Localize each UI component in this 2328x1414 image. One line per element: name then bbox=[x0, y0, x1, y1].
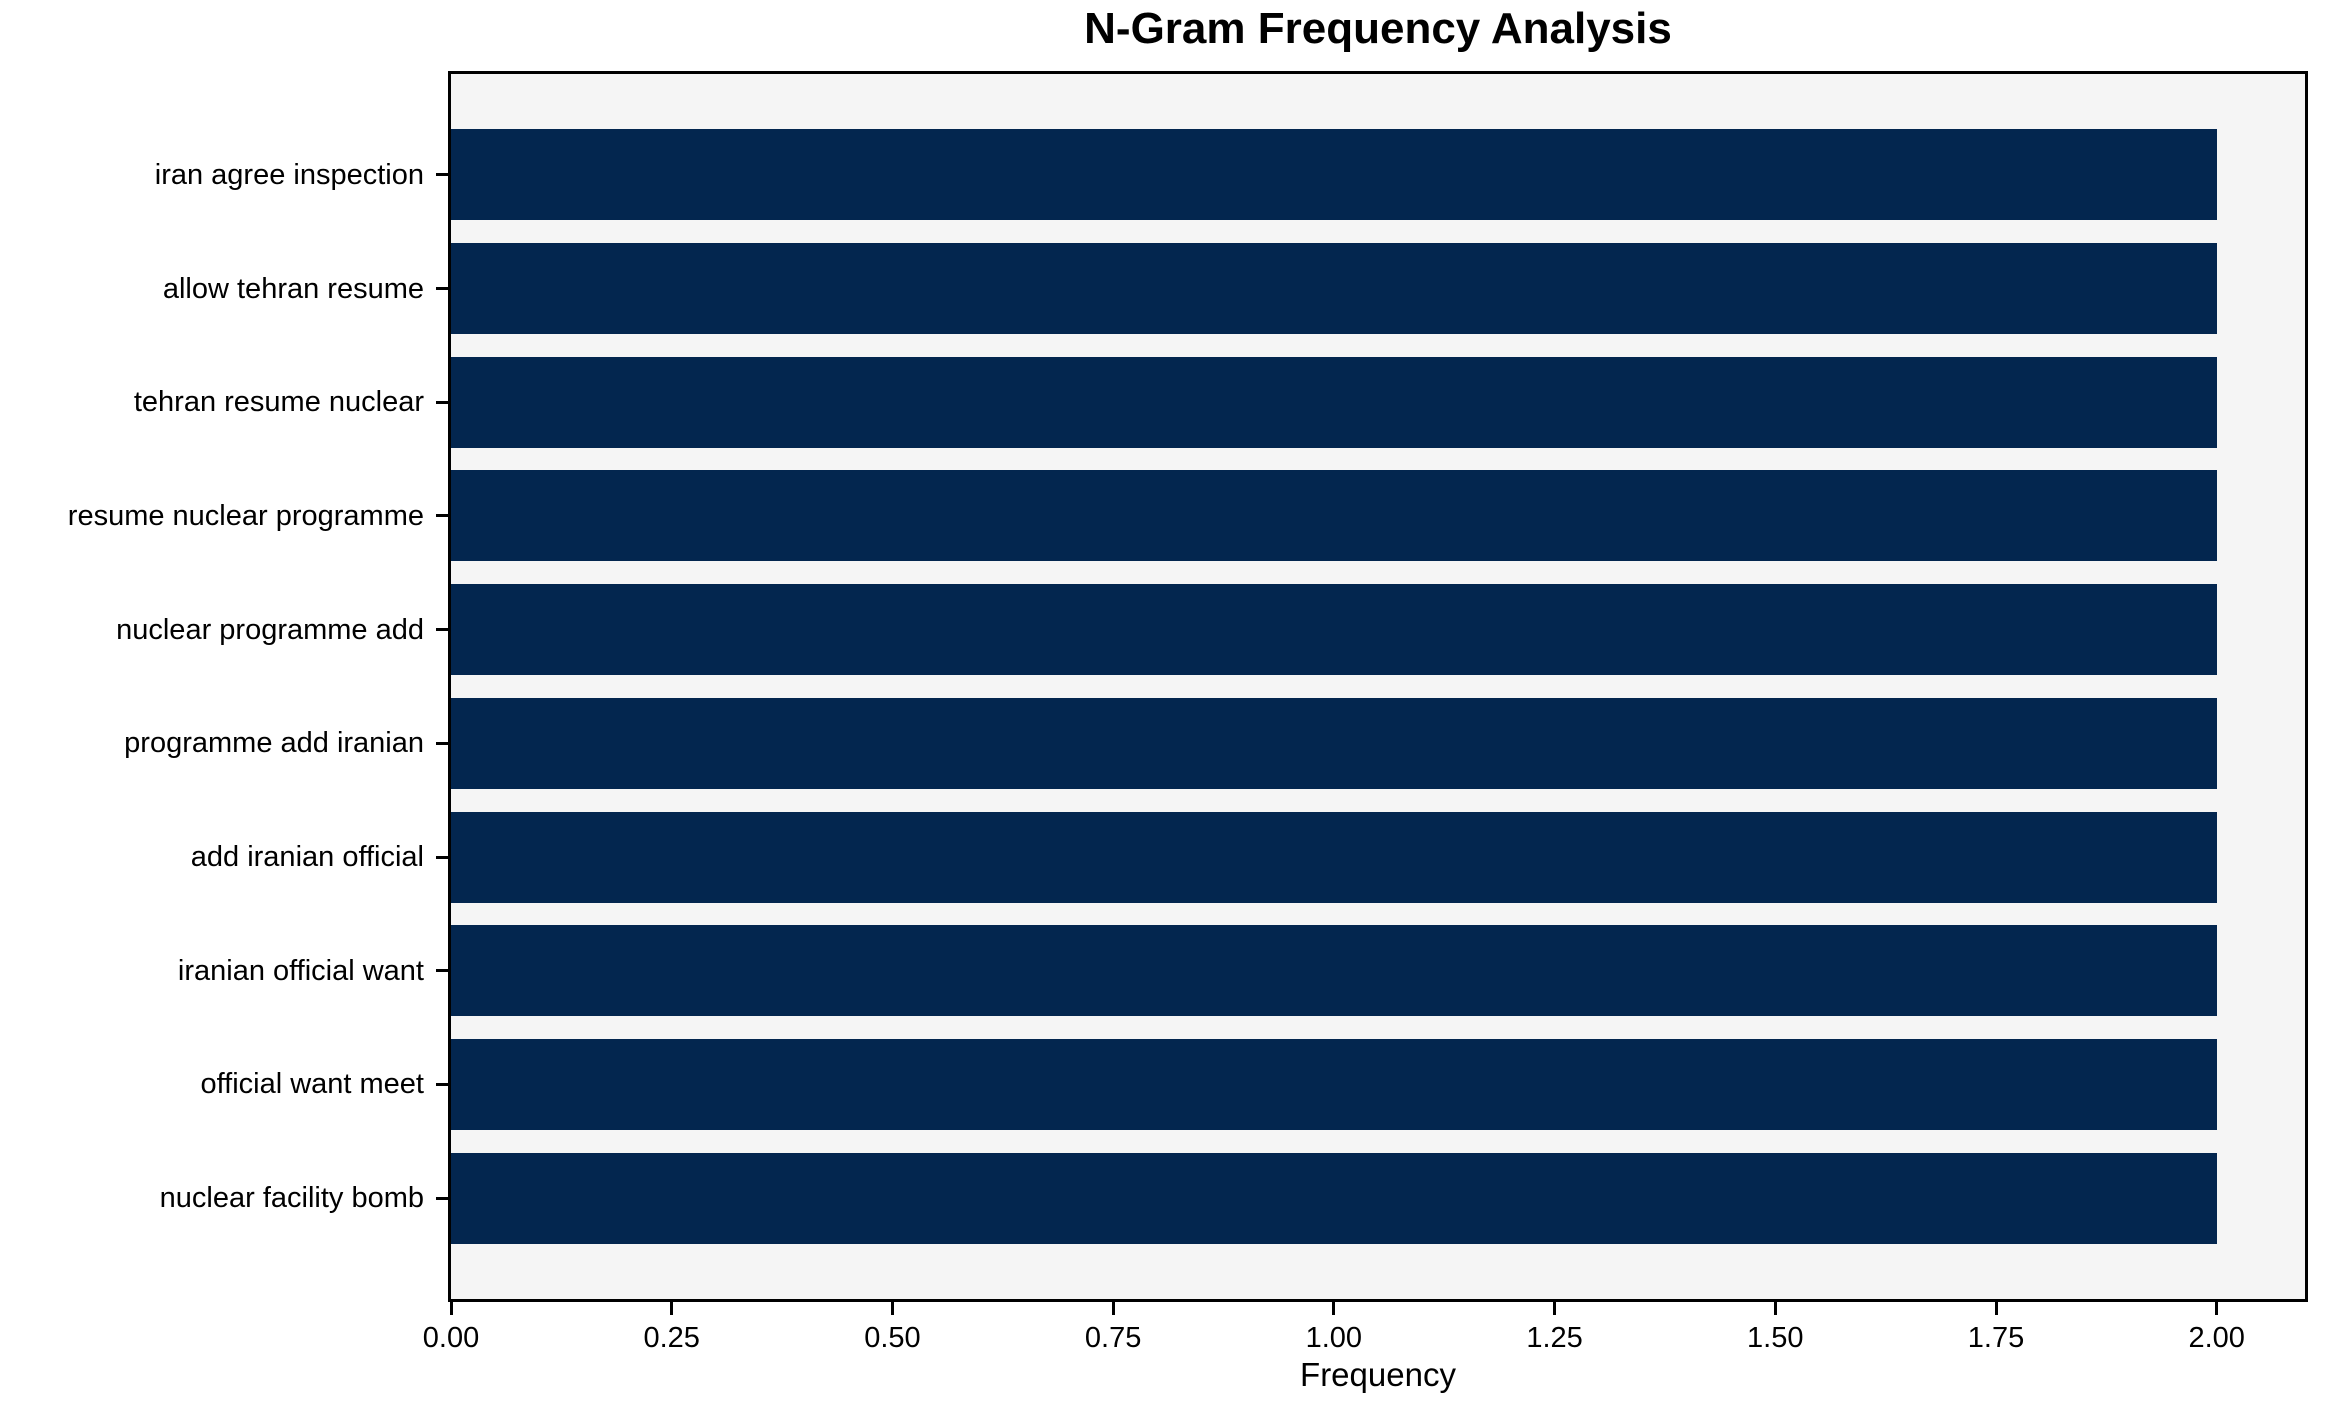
x-tick-label: 1.75 bbox=[1967, 1322, 2025, 1354]
bar bbox=[451, 470, 2217, 562]
bar bbox=[451, 1152, 2217, 1244]
x-tick-mark bbox=[2215, 1302, 2219, 1315]
x-tick-label: 0.00 bbox=[422, 1322, 480, 1354]
y-tick-mark bbox=[436, 173, 448, 177]
bar bbox=[451, 356, 2217, 448]
chart-title: N-Gram Frequency Analysis bbox=[1084, 4, 1672, 53]
y-tick-label: iranian official want bbox=[177, 954, 424, 987]
y-tick-mark bbox=[436, 969, 448, 973]
bar bbox=[451, 925, 2217, 1017]
y-tick-label: nuclear facility bomb bbox=[159, 1182, 424, 1215]
y-tick-mark bbox=[436, 628, 448, 632]
y-tick-label: programme add iranian bbox=[124, 727, 424, 760]
y-tick-label: iran agree inspection bbox=[154, 158, 424, 191]
y-tick-mark bbox=[436, 514, 448, 518]
bar bbox=[451, 1038, 2217, 1130]
y-tick-mark bbox=[436, 1196, 448, 1200]
y-tick-mark bbox=[436, 287, 448, 291]
x-tick-label: 1.25 bbox=[1526, 1322, 1583, 1354]
y-tick-label: official want meet bbox=[200, 1068, 424, 1101]
x-tick-mark bbox=[449, 1302, 453, 1315]
y-tick-label: add iranian official bbox=[190, 841, 424, 874]
bar bbox=[451, 243, 2217, 335]
x-tick-mark bbox=[890, 1302, 894, 1315]
x-tick-label: 0.75 bbox=[1084, 1322, 1142, 1354]
x-tick-mark bbox=[1332, 1302, 1336, 1315]
x-tick-mark bbox=[1111, 1302, 1115, 1315]
x-tick-label: 0.50 bbox=[864, 1322, 921, 1354]
y-tick-label: nuclear programme add bbox=[116, 613, 424, 646]
x-tick-mark bbox=[1994, 1302, 1998, 1315]
bar bbox=[451, 811, 2217, 903]
bar bbox=[451, 584, 2217, 676]
x-tick-label: 0.25 bbox=[643, 1322, 700, 1354]
x-tick-mark bbox=[670, 1302, 674, 1315]
x-tick-label: 2.00 bbox=[2188, 1322, 2245, 1354]
y-tick-mark bbox=[436, 400, 448, 404]
x-tick-mark bbox=[1553, 1302, 1557, 1315]
bar bbox=[451, 697, 2217, 789]
y-tick-label: resume nuclear programme bbox=[67, 499, 424, 532]
x-tick-label: 1.50 bbox=[1747, 1322, 1804, 1354]
y-tick-label: allow tehran resume bbox=[162, 272, 424, 305]
y-tick-mark bbox=[436, 1082, 448, 1086]
bar bbox=[451, 129, 2217, 221]
y-tick-mark bbox=[436, 855, 448, 859]
plot-area bbox=[448, 71, 2308, 1302]
x-axis-label: Frequency bbox=[1300, 1356, 1456, 1393]
x-tick-label: 1.00 bbox=[1305, 1322, 1363, 1354]
y-tick-label: tehran resume nuclear bbox=[133, 386, 424, 419]
x-tick-mark bbox=[1773, 1302, 1777, 1315]
y-tick-mark bbox=[436, 741, 448, 745]
